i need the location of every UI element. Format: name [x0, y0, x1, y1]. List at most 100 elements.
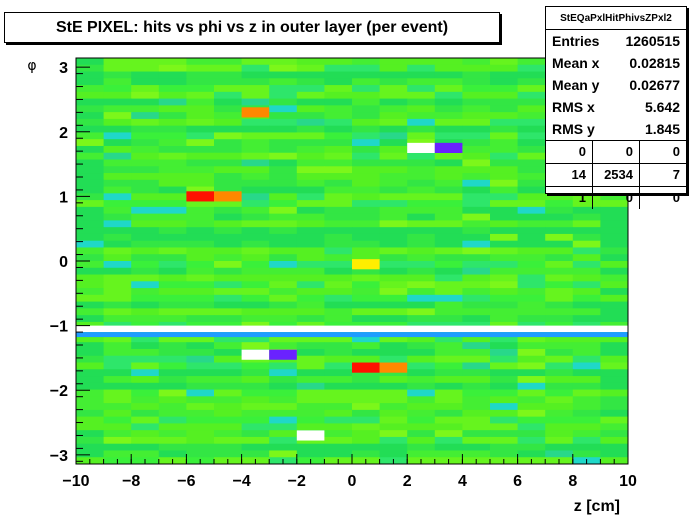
- heatmap-cell: [490, 369, 519, 377]
- heatmap-cell: [76, 173, 105, 181]
- heatmap-cell: [517, 139, 546, 147]
- heatmap-cell: [517, 186, 546, 194]
- heatmap-cell: [186, 443, 215, 451]
- heatmap-cell: [545, 200, 574, 208]
- heatmap-cell: [545, 213, 574, 221]
- heatmap-cell: [490, 159, 519, 167]
- heatmap-cell: [324, 355, 353, 363]
- heatmap-cell: [379, 78, 408, 86]
- heatmap-cell: [214, 281, 243, 289]
- heatmap-cell: [379, 288, 408, 296]
- heatmap-cell: [324, 315, 353, 323]
- heatmap-cell: [186, 159, 215, 167]
- heatmap-cell: [572, 389, 601, 397]
- heatmap-cell: [158, 58, 187, 66]
- heatmap-cell: [103, 301, 132, 309]
- heatmap-cell: [352, 78, 381, 86]
- heatmap-cell: [269, 321, 298, 330]
- hot-cell: [379, 362, 408, 373]
- heatmap-cell: [269, 389, 298, 397]
- heatmap-cell: [490, 274, 519, 282]
- heatmap-cell: [545, 342, 574, 350]
- heatmap-cell: [131, 403, 160, 411]
- heatmap-cell: [186, 436, 215, 445]
- heatmap-cell: [158, 152, 187, 160]
- heatmap-cell: [462, 443, 491, 451]
- heatmap-cell: [241, 132, 270, 140]
- heatmap-cell: [158, 240, 187, 248]
- heatmap-cell: [545, 315, 574, 323]
- rmsy-value: 1.845: [644, 121, 680, 137]
- heatmap-cell: [379, 376, 408, 384]
- heatmap-cell: [131, 112, 160, 120]
- heatmap-cell: [434, 403, 463, 411]
- heatmap-cell: [296, 308, 325, 316]
- heatmap-cell: [379, 105, 408, 113]
- heatmap-cell: [572, 213, 601, 221]
- heatmap-cell: [462, 166, 491, 174]
- heatmap-cell: [572, 288, 601, 296]
- heatmap-cell: [131, 85, 160, 93]
- heatmap-cell: [434, 376, 463, 384]
- heatmap-cell: [462, 362, 491, 370]
- heatmap-cell: [462, 227, 491, 235]
- grid-cell: 7: [639, 164, 686, 186]
- heatmap-cell: [434, 396, 463, 404]
- y-tick-label: 2: [59, 125, 68, 142]
- heatmap-cell: [269, 240, 298, 248]
- heatmap-cell: [241, 125, 270, 133]
- heatmap-cell: [352, 105, 381, 113]
- heatmap-cell: [379, 382, 408, 391]
- heatmap-cell: [600, 267, 629, 276]
- heatmap-cell: [462, 294, 491, 303]
- heatmap-cell: [517, 132, 546, 140]
- heatmap-cell: [269, 382, 298, 391]
- heatmap-cell: [214, 78, 243, 86]
- heatmap-cell: [296, 335, 325, 343]
- heatmap-cell: [269, 91, 298, 100]
- heatmap-cell: [352, 58, 381, 66]
- heatmap-cell: [131, 240, 160, 248]
- heatmap-cell: [103, 294, 132, 303]
- heatmap-cell: [131, 348, 160, 357]
- heatmap-cell: [352, 396, 381, 404]
- heatmap-cell: [76, 308, 105, 316]
- heatmap-cell: [103, 254, 132, 262]
- heatmap-cell: [76, 254, 105, 262]
- heatmap-cell: [600, 443, 629, 451]
- heatmap-cell: [352, 416, 381, 424]
- heatmap-cell: [131, 396, 160, 404]
- heatmap-cell: [103, 443, 132, 451]
- heatmap-cell: [214, 267, 243, 276]
- heatmap-cell: [462, 376, 491, 384]
- heatmap-cell: [296, 315, 325, 323]
- heatmap-cell: [103, 450, 132, 458]
- heatmap-cell: [269, 403, 298, 411]
- x-tick-label: 2: [403, 473, 412, 490]
- heatmap-cell: [434, 112, 463, 120]
- heatmap-cell: [214, 294, 243, 303]
- heatmap-cell: [407, 423, 436, 431]
- heatmap-cell: [517, 288, 546, 296]
- heatmap-cell: [103, 132, 132, 140]
- heatmap-cell: [324, 179, 353, 188]
- heatmap-cell: [324, 193, 353, 201]
- heatmap-cell: [545, 348, 574, 357]
- heatmap-cell: [600, 308, 629, 316]
- y-tick-label: 1: [59, 189, 68, 206]
- heatmap-cell: [158, 443, 187, 451]
- heatmap-cell: [76, 227, 105, 235]
- heatmap-cell: [407, 396, 436, 404]
- heatmap-cell: [324, 159, 353, 167]
- heatmap-cell: [462, 152, 491, 160]
- heatmap-cell: [214, 321, 243, 330]
- heatmap-cell: [241, 247, 270, 255]
- heatmap-cell: [186, 376, 215, 384]
- heatmap-cell: [186, 179, 215, 188]
- heatmap-cell: [76, 450, 105, 458]
- heatmap-cell: [186, 220, 215, 228]
- heatmap-cell: [324, 443, 353, 451]
- heatmap-cell: [131, 200, 160, 208]
- heatmap-cell: [462, 112, 491, 120]
- heatmap-cell: [76, 139, 105, 147]
